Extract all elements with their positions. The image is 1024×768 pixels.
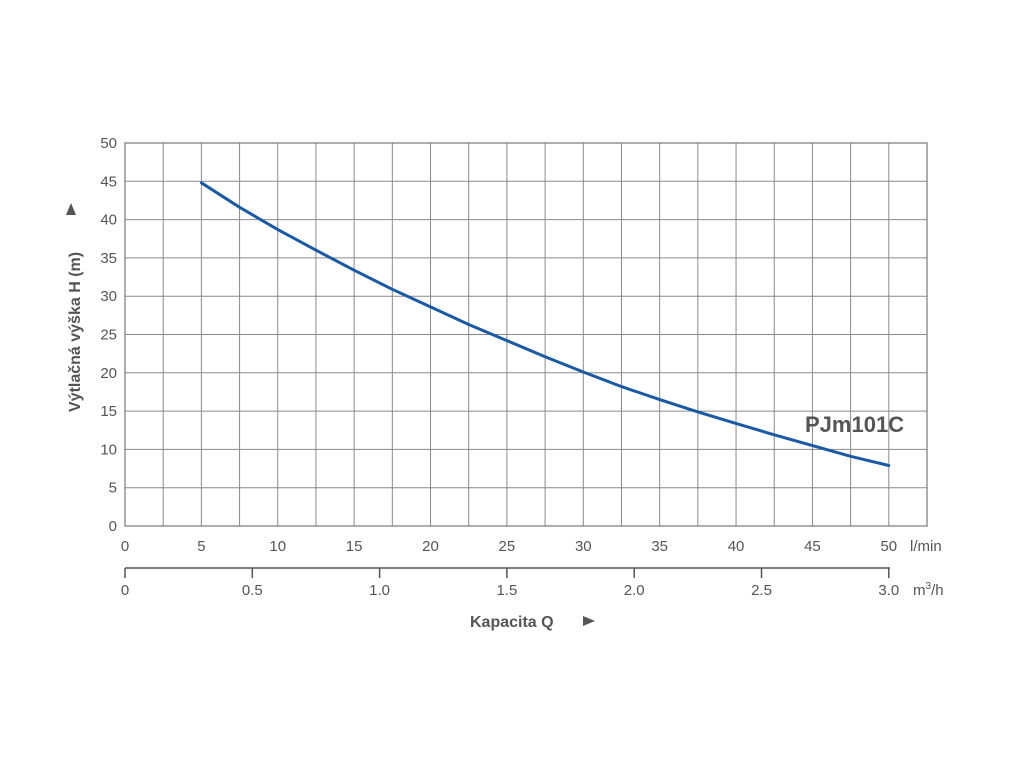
y-tick-labels: 0 5 10 15 20 25 30 35 40 45 50 xyxy=(100,135,117,535)
y-axis-title: Výtlačná výška H (m) xyxy=(67,252,84,412)
y-tick-label: 10 xyxy=(100,441,117,458)
y-tick-label: 30 xyxy=(100,288,117,305)
y-tick-label: 5 xyxy=(109,480,117,497)
y-tick-label: 15 xyxy=(100,403,117,420)
y-axis-arrow-icon xyxy=(66,203,76,215)
x-tick-label-lmin: 40 xyxy=(728,538,745,555)
y-tick-label: 0 xyxy=(109,518,117,535)
x-unit-lmin: l/min xyxy=(910,538,942,555)
x-axis-arrow-icon xyxy=(583,616,595,626)
y-tick-label: 40 xyxy=(100,212,117,229)
x-tick-label-m3h: 3.0 xyxy=(878,582,899,599)
x-tick-label-lmin: 5 xyxy=(197,538,205,555)
x-tick-label-lmin: 20 xyxy=(422,538,439,555)
x-tick-label-m3h: 0.5 xyxy=(242,582,263,599)
x-tick-label-lmin: 25 xyxy=(499,538,516,555)
grid-lines xyxy=(125,143,927,526)
y-tick-label: 35 xyxy=(100,250,117,267)
y-tick-label: 25 xyxy=(100,327,117,344)
x-axis-title: Kapacita Q xyxy=(470,614,554,631)
secondary-axis-tick-marks xyxy=(124,568,890,578)
x-tick-label-m3h: 1.0 xyxy=(369,582,390,599)
x-tick-label-m3h: 1.5 xyxy=(496,582,517,599)
x-tick-labels-lmin: 0 5 10 15 20 25 30 35 40 45 50 xyxy=(121,538,897,555)
series-lines xyxy=(199,181,891,467)
y-tick-label: 45 xyxy=(100,173,117,190)
y-tick-label: 50 xyxy=(100,135,117,152)
x-tick-label-lmin: 45 xyxy=(804,538,821,555)
x-tick-label-m3h: 2.5 xyxy=(751,582,772,599)
x-tick-label-lmin: 10 xyxy=(269,538,286,555)
plot-frame xyxy=(124,142,928,527)
x-tick-label-lmin: 35 xyxy=(651,538,668,555)
x-tick-label-lmin: 50 xyxy=(880,538,897,555)
x-tick-label-lmin: 15 xyxy=(346,538,363,555)
x-tick-label-lmin: 0 xyxy=(121,538,129,555)
series-label-pjm101c: PJm101C xyxy=(805,412,904,437)
x-tick-label-m3h: 2.0 xyxy=(624,582,645,599)
y-tick-label: 20 xyxy=(100,365,117,382)
x-tick-labels-m3h: 0 0.5 1.0 1.5 2.0 2.5 3.0 xyxy=(121,582,899,599)
series-line-pjm101c xyxy=(199,181,891,467)
x-unit-m3h: m3/h xyxy=(913,581,944,599)
x-tick-label-lmin: 30 xyxy=(575,538,592,555)
x-tick-label-m3h: 0 xyxy=(121,582,129,599)
